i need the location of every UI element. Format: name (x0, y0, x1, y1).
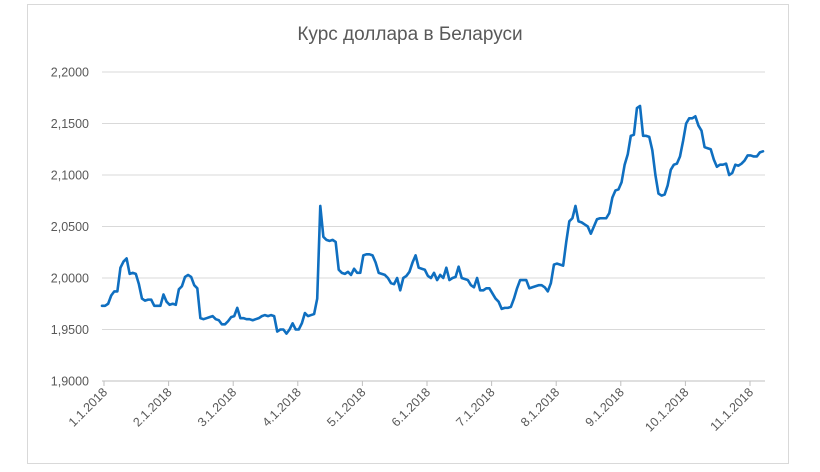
x-tick-label: 10.1.2018 (642, 385, 691, 434)
x-tick-label: 5.1.2018 (324, 385, 368, 429)
y-tick-label: 2,2000 (51, 66, 89, 80)
y-tick-label: 2,0500 (51, 220, 89, 234)
y-tick-label: 1,9000 (51, 375, 89, 389)
x-tick-label: 6.1.2018 (389, 385, 433, 429)
x-tick-label: 7.1.2018 (453, 385, 497, 429)
series-layer (100, 104, 765, 335)
series-line (100, 104, 765, 335)
gridlines (102, 71, 765, 382)
x-tick-label: 4.1.2018 (260, 385, 304, 429)
y-tick-label: 2,1500 (51, 117, 89, 131)
y-tick-label: 2,0000 (51, 272, 89, 286)
y-tick-label: 1,9500 (51, 323, 89, 337)
chart-title: Курс доллара в Беларуси (297, 24, 522, 45)
y-axis: 1,9000 1,9500 2,0000 2,0500 2,1000 2,1500 2,20… (51, 66, 89, 389)
chart-area (27, 4, 789, 464)
x-tick-label: 9.1.2018 (583, 385, 627, 429)
x-tick-label: 11.1.2018 (708, 385, 757, 434)
y-tick-label: 2,1000 (51, 169, 89, 183)
x-axis: 1.1.2018 2.1.2018 3.1.2018 4.1.2018 5.1.2018… (66, 381, 756, 434)
x-tick-label: 8.1.2018 (518, 385, 562, 429)
x-tick-label: 1.1.2018 (66, 385, 110, 429)
x-tick-label: 2.1.2018 (130, 385, 174, 429)
x-tick-label: 3.1.2018 (195, 385, 239, 429)
